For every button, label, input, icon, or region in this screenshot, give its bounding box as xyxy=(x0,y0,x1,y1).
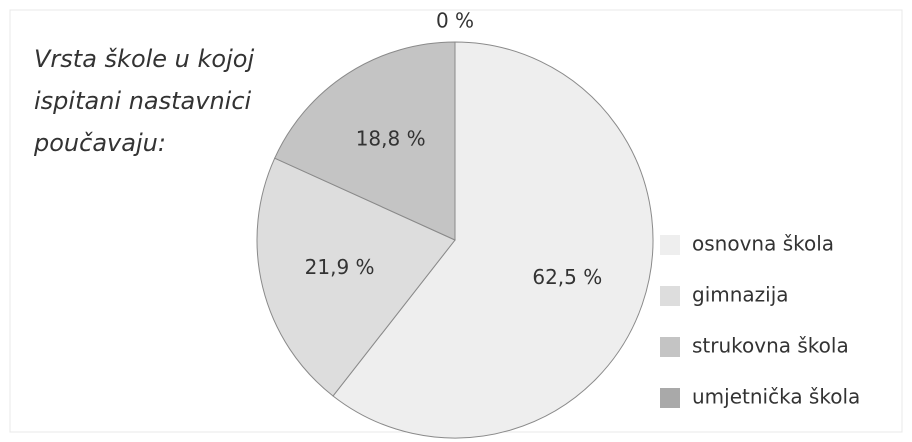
pie-slice xyxy=(332,41,654,439)
legend-swatch xyxy=(660,388,680,408)
data-label: 0 % xyxy=(436,9,474,33)
chart-title: ispitani nastavnici xyxy=(34,87,252,115)
legend-label: osnovna škola xyxy=(692,232,834,256)
legend-swatch xyxy=(660,235,680,255)
legend-label: strukovna škola xyxy=(692,334,849,358)
data-label: 18,8 % xyxy=(356,127,426,151)
data-label: 21,9 % xyxy=(305,255,375,279)
chart-title: poučavaju: xyxy=(33,129,166,157)
data-label: 62,5 % xyxy=(532,265,602,289)
legend-label: umjetnička škola xyxy=(692,385,860,409)
legend-swatch xyxy=(660,286,680,306)
legend-swatch xyxy=(660,337,680,357)
chart-title: Vrsta škole u kojoj xyxy=(34,45,254,73)
legend-label: gimnazija xyxy=(692,283,789,307)
pie-slice xyxy=(274,41,456,241)
